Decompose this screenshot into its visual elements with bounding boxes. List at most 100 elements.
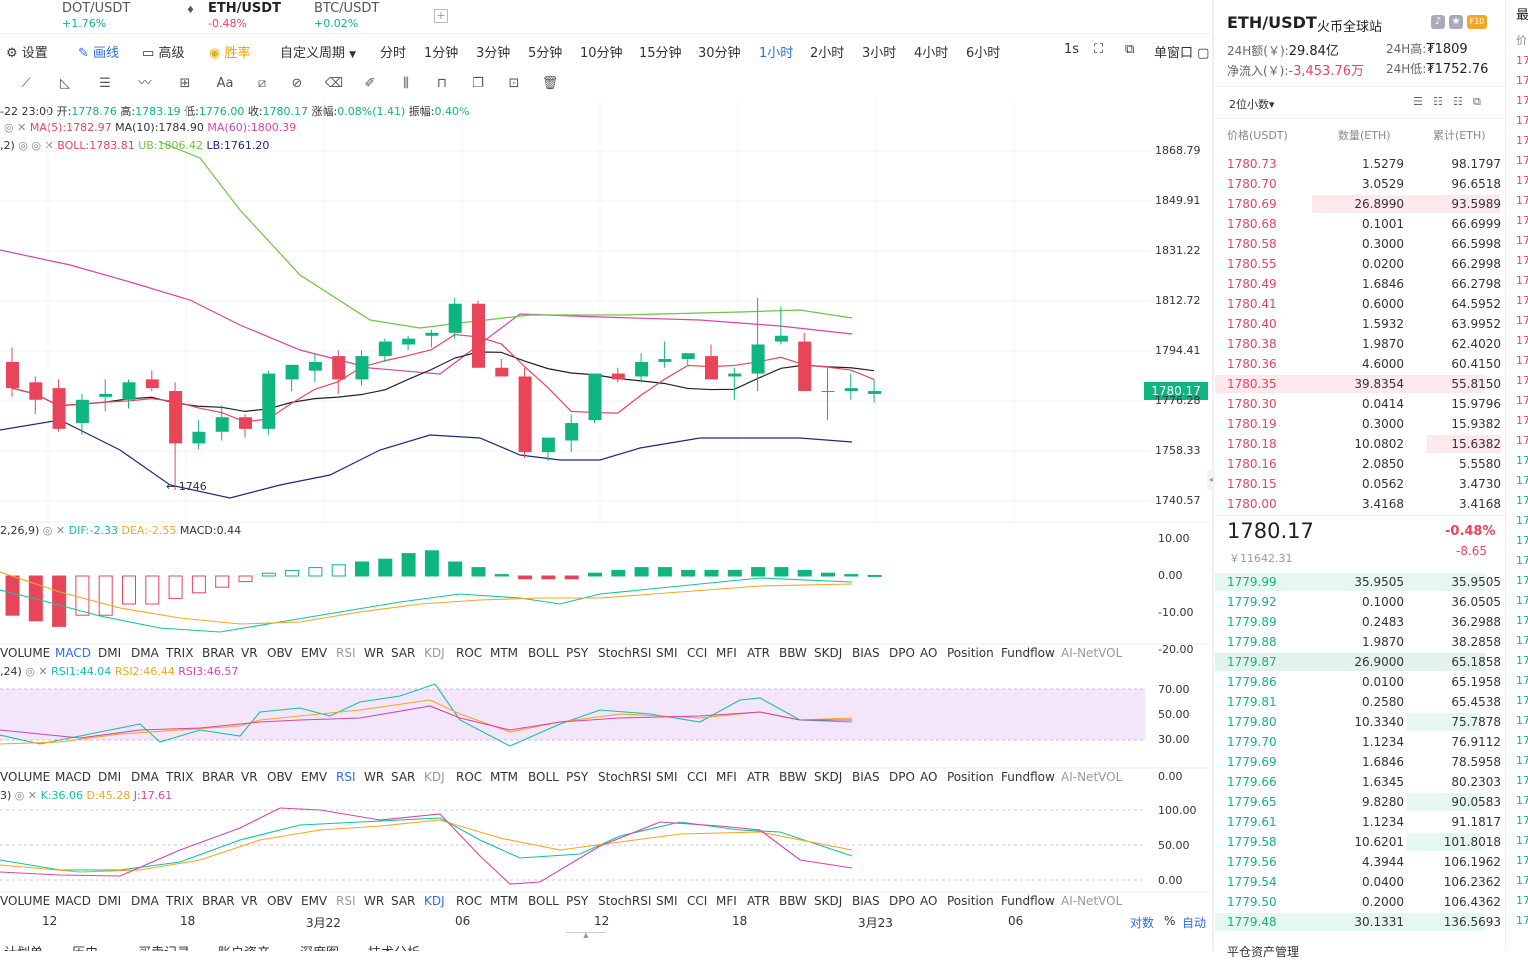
indicator-stochrsi[interactable]: StochRSI (598, 770, 652, 784)
indicator-dma[interactable]: DMA (131, 770, 159, 784)
indicator-position[interactable]: Position (947, 646, 994, 660)
copy-icon[interactable]: ❐ (472, 76, 484, 91)
f10-badge[interactable]: F10 (1467, 15, 1487, 29)
popout-icon[interactable]: ⧉ (1125, 42, 1135, 57)
indicator-trix[interactable]: TRIX (166, 646, 194, 660)
orderbook-row[interactable]: 1780.38 1.9870 62.4020 (1227, 334, 1501, 354)
grid-icon[interactable]: ⊞ (179, 76, 191, 91)
indicator-bbw[interactable]: BBW (779, 770, 807, 784)
orderbook-row[interactable]: 1780.55 0.0200 66.2998 (1227, 254, 1501, 274)
edit-icon[interactable]: ⊡ (508, 76, 520, 91)
period-11[interactable]: 6小时 (966, 46, 1001, 61)
indicator-mfi[interactable]: MFI (716, 894, 737, 908)
indicator-emv[interactable]: EMV (301, 770, 328, 784)
indicator-rsi[interactable]: RSI (336, 770, 356, 784)
magnet-icon[interactable]: ⊘ (291, 76, 303, 91)
winrate-button[interactable]: ◉ 胜率 (209, 42, 251, 61)
period-1[interactable]: 1分钟 (424, 46, 459, 61)
bottom-tab-analysis[interactable]: 技术分析 (368, 942, 420, 951)
indicator-emv[interactable]: EMV (301, 894, 328, 908)
orderbook-row[interactable]: 1780.36 4.6000 60.4150 (1227, 354, 1501, 374)
gear-icon[interactable]: ◎ (14, 789, 25, 802)
advanced-button[interactable]: ▭ 高级 (142, 42, 184, 61)
orderbook-row[interactable]: 1779.54 0.0400 106.2362 (1227, 872, 1501, 892)
indicator-fundflow[interactable]: Fundflow (1001, 894, 1055, 908)
draw-button[interactable]: ✎ 画线 (78, 42, 119, 61)
indicator-mfi[interactable]: MFI (716, 646, 737, 660)
period-7[interactable]: 1小时 (759, 46, 794, 61)
period-3[interactable]: 5分钟 (528, 46, 563, 61)
indicator-ao[interactable]: AO (920, 894, 938, 908)
orderbook-row[interactable]: 1779.66 1.6345 80.2303 (1227, 772, 1501, 792)
indicator-bias[interactable]: BIAS (852, 894, 880, 908)
indicator-wr[interactable]: WR (364, 894, 385, 908)
indicator-psy[interactable]: PSY (566, 770, 589, 784)
indicator-obv[interactable]: OBV (267, 770, 293, 784)
indicator-mfi[interactable]: MFI (716, 770, 737, 784)
indicator-dmi[interactable]: DMI (98, 646, 122, 660)
indicator-dmi[interactable]: DMI (98, 770, 122, 784)
orderbook-row[interactable]: 1780.40 1.5932 63.9952 (1227, 314, 1501, 334)
indicator-macd[interactable]: MACD (55, 894, 91, 908)
close-icon[interactable]: ✕ (55, 524, 66, 537)
indicator-volume[interactable]: VOLUME (0, 770, 51, 784)
indicator-cci[interactable]: CCI (687, 894, 708, 908)
orderbook-row[interactable]: 1779.61 1.1234 91.1817 (1227, 812, 1501, 832)
indicator-ao[interactable]: AO (920, 770, 938, 784)
orderbook-row[interactable]: 1780.18 10.0802 15.6382 (1227, 434, 1501, 454)
orderbook-row[interactable]: 1780.16 2.0850 5.5580 (1227, 454, 1501, 474)
orderbook-row[interactable]: 1779.48 30.1331 136.5693 (1215, 912, 1501, 932)
layout-both-icon[interactable]: ☰ (1413, 95, 1423, 108)
indicator-kdj[interactable]: KDJ (424, 770, 445, 784)
indicator-dma[interactable]: DMA (131, 646, 159, 660)
custom-period-dropdown[interactable]: 自定义周期 ▼ (280, 42, 356, 61)
gear-icon[interactable]: ◎ (31, 139, 42, 152)
indicator-cci[interactable]: CCI (687, 646, 708, 660)
indicator-position[interactable]: Position (947, 770, 994, 784)
indicator-obv[interactable]: OBV (267, 646, 293, 660)
indicator-dpo[interactable]: DPO (889, 894, 915, 908)
indicator-roc[interactable]: ROC (456, 894, 483, 908)
trash-icon[interactable]: 🗑 (541, 76, 559, 91)
indicator-atr[interactable]: ATR (747, 894, 770, 908)
indicator-trix[interactable]: TRIX (166, 770, 194, 784)
decimals-dropdown[interactable]: 2位小数▾ (1229, 98, 1275, 111)
indicator-psy[interactable]: PSY (566, 646, 589, 660)
indicator-atr[interactable]: ATR (747, 770, 770, 784)
gear-icon[interactable]: ◎ (42, 524, 53, 537)
indicator-smi[interactable]: SMI (656, 646, 678, 660)
gear-icon[interactable]: ◎ (25, 665, 35, 678)
indicator-bias[interactable]: BIAS (852, 770, 880, 784)
ray-icon[interactable]: ◺ (60, 76, 70, 91)
indicator-boll[interactable]: BOLL (528, 770, 559, 784)
orderbook-row[interactable]: 1780.30 0.0414 15.9796 (1227, 394, 1501, 414)
indicator-fundflow[interactable]: Fundflow (1001, 770, 1055, 784)
settings-button[interactable]: ⚙ 设置 (6, 42, 48, 61)
period-0[interactable]: 分时 (380, 46, 407, 61)
star-icon[interactable]: ★ (1449, 15, 1463, 29)
indicator-fundflow[interactable]: Fundflow (1001, 646, 1055, 660)
indicator-sar[interactable]: SAR (391, 894, 416, 908)
indicator-wr[interactable]: WR (364, 646, 385, 660)
period-9[interactable]: 3小时 (862, 46, 897, 61)
eye-icon[interactable]: ◎ (18, 139, 28, 152)
text-icon[interactable]: Aa (216, 76, 234, 91)
close-icon[interactable]: ✕ (27, 789, 38, 802)
tab-dot-usdt[interactable]: DOT/USDT +1.76% (62, 1, 130, 33)
percent-toggle[interactable]: % (1164, 914, 1176, 928)
indicator-ai-netvol[interactable]: AI-NetVOL (1061, 770, 1123, 784)
indicator-mtm[interactable]: MTM (490, 770, 519, 784)
indicator-mtm[interactable]: MTM (490, 646, 519, 660)
orderbook-row[interactable]: 1780.35 39.8354 55.8150 (1215, 374, 1501, 394)
collapse-handle-icon[interactable]: ▲ (566, 932, 606, 939)
orderbook-row[interactable]: 1780.58 0.3000 66.5998 (1227, 234, 1501, 254)
orderbook-row[interactable]: 1780.49 1.6846 66.2798 (1227, 274, 1501, 294)
fullscreen-icon[interactable]: ⛶ (1094, 42, 1104, 57)
period-2[interactable]: 3分钟 (476, 46, 511, 61)
indicator-trix[interactable]: TRIX (166, 894, 194, 908)
period-10[interactable]: 4小时 (914, 46, 949, 61)
orderbook-row[interactable]: 1780.15 0.0562 3.4730 (1227, 474, 1501, 494)
close-icon[interactable]: ✕ (44, 139, 54, 152)
indicator-mtm[interactable]: MTM (490, 894, 519, 908)
indicator-obv[interactable]: OBV (267, 894, 293, 908)
